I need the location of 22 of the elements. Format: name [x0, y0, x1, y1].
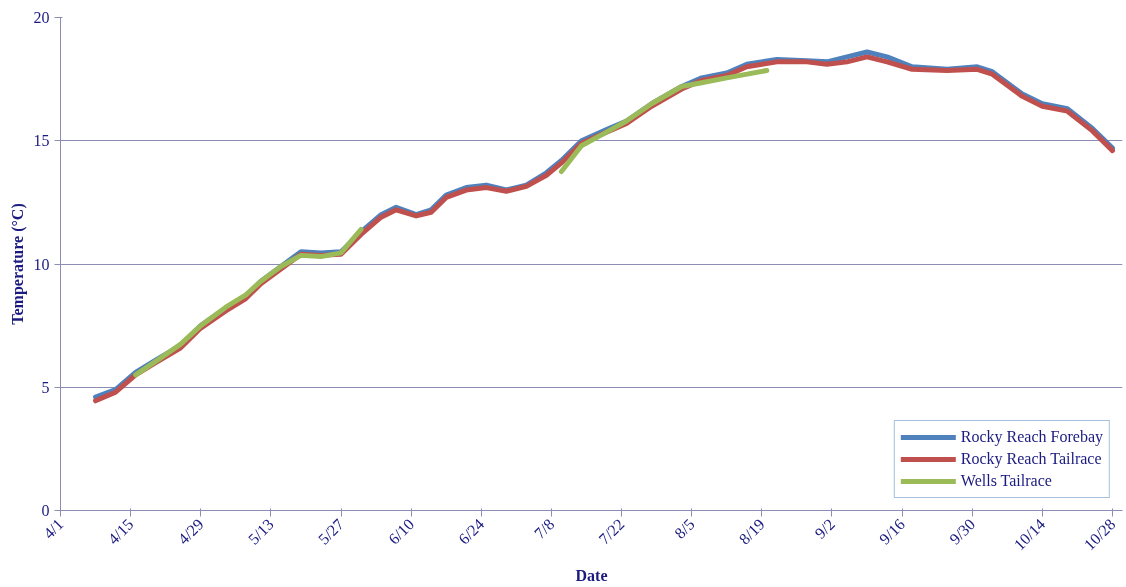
x-tick-label: 8/19 — [735, 515, 768, 548]
y-tick-label: 10 — [33, 255, 50, 273]
y-tick-label: 15 — [33, 132, 50, 150]
x-tick-label: 4/15 — [104, 515, 137, 548]
y-tick-label: 20 — [33, 9, 50, 26]
x-tick-label: 4/29 — [174, 515, 207, 548]
x-tick-label: 5/13 — [244, 515, 277, 548]
x-tick-label: 9/30 — [946, 515, 979, 548]
x-tick-label: 6/24 — [455, 515, 488, 548]
x-axis-title: Date — [575, 567, 608, 585]
x-tick-label: 7/8 — [530, 515, 558, 542]
y-axis-title: Temperature (°C) — [8, 203, 27, 325]
y-tick-label: 5 — [41, 378, 50, 396]
legend-label: Rocky Reach Forebay — [960, 428, 1103, 446]
x-tick-label: 9/16 — [875, 515, 909, 548]
legend-label: Rocky Reach Tailrace — [960, 450, 1102, 468]
x-tick-label: 6/10 — [385, 515, 418, 548]
x-tick-label: 9/2 — [811, 515, 838, 542]
x-tick-label: 8/5 — [671, 515, 698, 542]
x-tick-label: 5/27 — [314, 515, 348, 548]
x-tick-label: 7/22 — [595, 515, 628, 548]
legend-label: Wells Tailrace — [960, 472, 1052, 490]
